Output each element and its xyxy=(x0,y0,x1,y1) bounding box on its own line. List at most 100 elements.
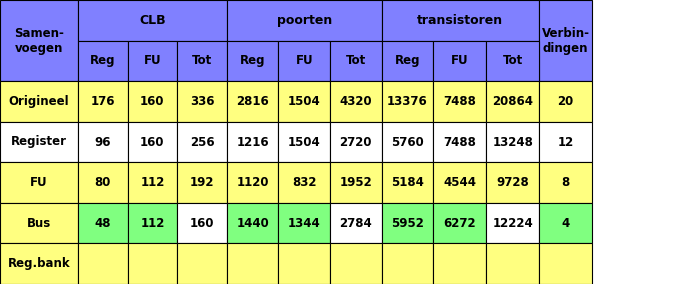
Bar xyxy=(382,81,433,122)
Bar xyxy=(486,243,539,284)
Text: Tot: Tot xyxy=(502,54,523,67)
Bar xyxy=(486,81,539,122)
Text: FU: FU xyxy=(31,176,48,189)
Text: 336: 336 xyxy=(189,95,215,108)
Text: 256: 256 xyxy=(189,135,215,149)
Bar xyxy=(486,122,539,162)
Bar xyxy=(78,162,128,203)
Bar xyxy=(227,243,278,284)
Bar xyxy=(433,162,486,203)
Bar xyxy=(330,41,382,81)
Text: 2816: 2816 xyxy=(236,95,269,108)
Bar xyxy=(330,122,382,162)
Bar xyxy=(278,203,330,243)
Text: Reg: Reg xyxy=(240,54,265,67)
Text: 8: 8 xyxy=(562,176,570,189)
Text: FU: FU xyxy=(144,54,161,67)
Bar xyxy=(433,41,486,81)
Bar xyxy=(539,122,592,162)
Text: 12: 12 xyxy=(557,135,574,149)
Text: 5184: 5184 xyxy=(391,176,424,189)
Bar xyxy=(78,122,128,162)
Bar xyxy=(539,162,592,203)
Bar xyxy=(78,243,128,284)
Bar xyxy=(128,243,177,284)
Bar xyxy=(486,203,539,243)
Bar xyxy=(382,203,433,243)
Bar xyxy=(382,41,433,81)
Text: 5760: 5760 xyxy=(391,135,424,149)
Bar xyxy=(177,122,227,162)
Text: 4320: 4320 xyxy=(340,95,372,108)
Text: 48: 48 xyxy=(94,217,111,230)
Text: 1504: 1504 xyxy=(288,135,320,149)
Bar xyxy=(278,81,330,122)
Text: Verbin-
dingen: Verbin- dingen xyxy=(542,27,589,55)
Text: Tot: Tot xyxy=(192,54,212,67)
Text: 192: 192 xyxy=(189,176,215,189)
Text: 13248: 13248 xyxy=(492,135,533,149)
Bar xyxy=(78,0,227,41)
Text: 112: 112 xyxy=(141,217,164,230)
Bar xyxy=(278,243,330,284)
Bar xyxy=(433,122,486,162)
Text: 160: 160 xyxy=(140,95,165,108)
Text: 80: 80 xyxy=(94,176,111,189)
Text: CLB: CLB xyxy=(139,14,166,27)
Bar xyxy=(0,81,78,122)
Bar xyxy=(78,203,128,243)
Text: Reg: Reg xyxy=(90,54,115,67)
Bar xyxy=(539,243,592,284)
Text: 1504: 1504 xyxy=(288,95,320,108)
Text: 832: 832 xyxy=(292,176,316,189)
Bar xyxy=(486,162,539,203)
Text: 1344: 1344 xyxy=(288,217,320,230)
Text: Origineel: Origineel xyxy=(9,95,69,108)
Bar xyxy=(0,203,78,243)
Bar xyxy=(227,203,278,243)
Text: Register: Register xyxy=(11,135,67,149)
Bar xyxy=(227,81,278,122)
Bar xyxy=(128,81,177,122)
Text: transistoren: transistoren xyxy=(418,14,503,27)
Bar xyxy=(177,81,227,122)
Text: Reg.bank: Reg.bank xyxy=(7,257,71,270)
Text: poorten: poorten xyxy=(276,14,332,27)
Text: 1952: 1952 xyxy=(340,176,372,189)
Bar xyxy=(278,41,330,81)
Text: 176: 176 xyxy=(90,95,115,108)
Text: 160: 160 xyxy=(140,135,165,149)
Text: Samen-
voegen: Samen- voegen xyxy=(14,27,64,55)
Text: Bus: Bus xyxy=(27,217,51,230)
Bar xyxy=(433,81,486,122)
Bar xyxy=(330,243,382,284)
Text: 6272: 6272 xyxy=(443,217,476,230)
Bar xyxy=(433,243,486,284)
Bar xyxy=(539,203,592,243)
Bar xyxy=(128,203,177,243)
Text: 1120: 1120 xyxy=(236,176,269,189)
Text: 1216: 1216 xyxy=(236,135,269,149)
Text: 12224: 12224 xyxy=(492,217,533,230)
Text: 7488: 7488 xyxy=(443,135,476,149)
Text: 2720: 2720 xyxy=(340,135,372,149)
Text: 5952: 5952 xyxy=(391,217,424,230)
Text: FU: FU xyxy=(295,54,313,67)
Text: 20: 20 xyxy=(557,95,574,108)
Bar xyxy=(227,0,382,41)
Text: 2784: 2784 xyxy=(340,217,372,230)
Bar xyxy=(177,203,227,243)
Text: 4544: 4544 xyxy=(443,176,476,189)
Text: 20864: 20864 xyxy=(492,95,533,108)
Bar xyxy=(278,122,330,162)
Bar xyxy=(78,41,128,81)
Bar xyxy=(227,122,278,162)
Bar xyxy=(382,243,433,284)
Bar xyxy=(128,41,177,81)
Bar xyxy=(330,203,382,243)
Bar xyxy=(227,41,278,81)
Bar xyxy=(128,122,177,162)
Text: 9728: 9728 xyxy=(496,176,529,189)
Bar xyxy=(0,122,78,162)
Bar xyxy=(539,81,592,122)
